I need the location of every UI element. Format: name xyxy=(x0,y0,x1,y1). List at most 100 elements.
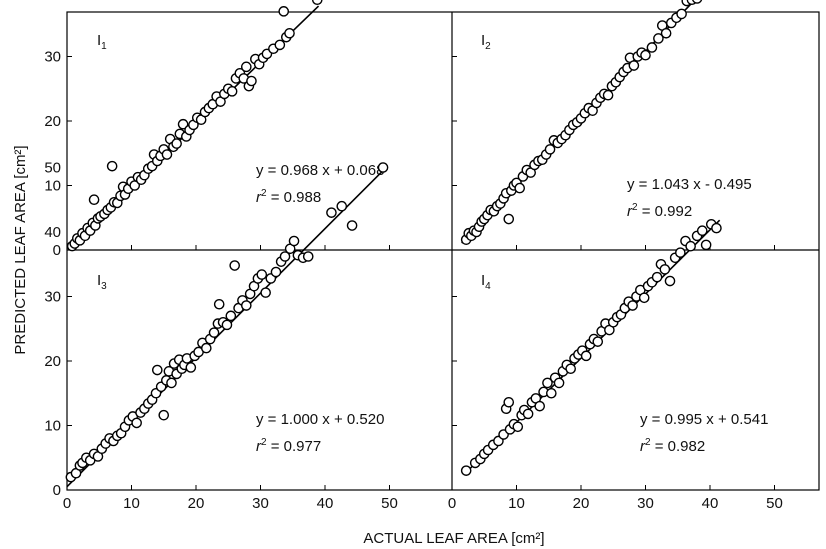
data-point xyxy=(247,76,256,85)
y-tick-label: 50 xyxy=(44,160,61,177)
data-point xyxy=(665,276,674,285)
x-tick-label: 40 xyxy=(702,495,719,512)
data-point xyxy=(641,51,650,60)
x-tick-label: 0 xyxy=(63,495,71,512)
data-point xyxy=(167,378,176,387)
data-point xyxy=(677,9,686,18)
data-point xyxy=(676,248,685,257)
regression-line xyxy=(462,0,781,243)
data-point xyxy=(513,422,522,431)
panel-i2: I2 y = 1.043 x - 0.495 r2 = 0.992 xyxy=(462,0,781,244)
data-point xyxy=(629,61,638,70)
panel-label: I2 xyxy=(481,32,491,52)
data-point xyxy=(535,402,544,411)
panel-i1: I1 y = 0.968 x + 0.068 r2 = 0.988 xyxy=(68,0,385,251)
data-point xyxy=(228,87,237,96)
y-tick-label: 20 xyxy=(44,113,61,130)
data-point xyxy=(279,7,288,16)
data-point xyxy=(462,466,471,475)
y-tick-label: 0 xyxy=(53,482,61,499)
data-point xyxy=(275,40,284,49)
x-tick-label: 20 xyxy=(188,495,205,512)
x-tick-label: 30 xyxy=(252,495,269,512)
y-tick-label: 40 xyxy=(44,0,61,1)
r-squared: r2 = 0.977 xyxy=(256,437,321,455)
data-point xyxy=(582,351,591,360)
x-tick-label: 50 xyxy=(381,495,398,512)
y-tick-label: 10 xyxy=(44,178,61,195)
data-point xyxy=(566,364,575,373)
data-point xyxy=(153,365,162,374)
data-point xyxy=(209,328,218,337)
y-tick-label: 0 xyxy=(53,242,61,259)
data-point xyxy=(159,411,168,420)
regression-equation: y = 1.000 x + 0.520 xyxy=(256,411,384,428)
data-point xyxy=(289,236,298,245)
data-point xyxy=(226,311,235,320)
data-point xyxy=(186,363,195,372)
x-axis-label: ACTUAL LEAF AREA [cm²] xyxy=(363,530,544,547)
regression-equation: y = 0.995 x + 0.541 xyxy=(640,411,768,428)
data-point xyxy=(693,0,702,3)
x-tick-label: 40 xyxy=(317,495,334,512)
r-squared: r2 = 0.982 xyxy=(640,437,705,455)
data-point xyxy=(554,378,563,387)
x-tick-label: 20 xyxy=(573,495,590,512)
data-point xyxy=(524,409,533,418)
data-point xyxy=(108,162,117,171)
data-point xyxy=(242,62,251,71)
y-tick-label: 30 xyxy=(44,289,61,306)
data-point xyxy=(686,242,695,251)
data-point xyxy=(337,202,346,211)
data-point xyxy=(132,418,141,427)
data-point xyxy=(515,183,524,192)
data-point xyxy=(640,293,649,302)
r-squared: r2 = 0.992 xyxy=(627,202,692,220)
data-point xyxy=(712,224,721,233)
panel-label: I1 xyxy=(97,32,107,52)
data-point xyxy=(257,270,266,279)
panel-label: I4 xyxy=(481,272,491,292)
data-point xyxy=(547,389,556,398)
data-point xyxy=(504,398,513,407)
data-point xyxy=(347,221,356,230)
data-point xyxy=(662,29,671,38)
y-tick-label: 10 xyxy=(44,418,61,435)
regression-equation: y = 0.968 x + 0.068 xyxy=(256,162,384,179)
data-point xyxy=(215,300,224,309)
data-point xyxy=(702,240,711,249)
data-point xyxy=(593,337,602,346)
data-point xyxy=(653,273,662,282)
data-point xyxy=(660,265,669,274)
data-point xyxy=(285,29,294,38)
data-point xyxy=(304,252,313,261)
data-point xyxy=(261,288,270,297)
data-point xyxy=(504,214,513,223)
x-tick-label: 50 xyxy=(766,495,783,512)
data-point xyxy=(698,226,707,235)
x-tick-label: 10 xyxy=(123,495,140,512)
panel-label: I3 xyxy=(97,272,107,292)
data-point xyxy=(313,0,322,4)
y-tick-label: 40 xyxy=(44,224,61,241)
data-point xyxy=(172,139,181,148)
r-squared: r2 = 0.988 xyxy=(256,188,321,206)
regression-equation: y = 1.043 x - 0.495 xyxy=(627,176,752,193)
data-point xyxy=(271,267,280,276)
panel-i3: I3 y = 1.000 x + 0.520 r2 = 0.977 xyxy=(66,163,387,487)
y-tick-label: 30 xyxy=(44,49,61,66)
data-point xyxy=(327,208,336,217)
data-point xyxy=(222,320,231,329)
data-point xyxy=(603,91,612,100)
y-axis-label: PREDICTED LEAF AREA [cm²] xyxy=(12,145,29,354)
data-point xyxy=(162,150,171,159)
x-tick-label: 0 xyxy=(448,495,456,512)
data-point xyxy=(230,261,239,270)
data-point xyxy=(628,301,637,310)
data-point xyxy=(647,43,656,52)
data-point xyxy=(89,195,98,204)
y-tick-label: 20 xyxy=(44,353,61,370)
data-point xyxy=(202,344,211,353)
x-tick-label: 30 xyxy=(637,495,654,512)
